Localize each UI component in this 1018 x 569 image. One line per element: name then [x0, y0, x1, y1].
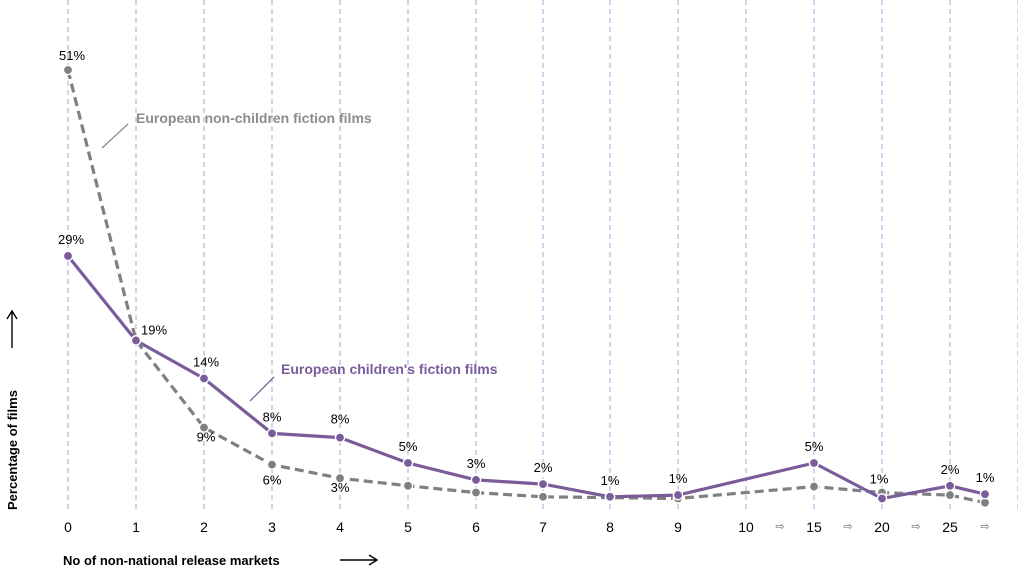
x-tick-label: 9: [674, 519, 682, 535]
x-tick-label: 0: [64, 519, 72, 535]
data-point: [672, 489, 684, 501]
data-point: [334, 432, 346, 443]
data-point: [266, 459, 278, 470]
data-label: 1%: [870, 471, 889, 486]
x-tick-label: 10: [738, 519, 754, 535]
series-lines: [66, 69, 986, 505]
data-point: [604, 491, 616, 503]
y-axis-title-group: Percentage of films: [5, 309, 20, 510]
x-tick-labels: 0 1 2 3 4 5 6 7 8 9 10 ⇨ 15 ⇨ 20 ⇨ 25 ⇨: [64, 519, 990, 535]
data-label: 3%: [331, 480, 350, 495]
annotation-children: European children's fiction films: [281, 361, 498, 377]
data-label: 2%: [534, 460, 553, 475]
data-label: 14%: [193, 354, 219, 369]
y-axis-title: Percentage of films: [5, 390, 20, 510]
x-tick-label: 15: [806, 519, 822, 535]
data-point: [62, 64, 74, 76]
x-tick-label: 8: [606, 519, 614, 535]
grid-lines: [67, 0, 1018, 510]
data-point: [402, 480, 414, 492]
data-point: [198, 373, 210, 384]
data-label: 1%: [601, 473, 620, 488]
data-point: [808, 457, 820, 469]
data-label: 2%: [941, 462, 960, 477]
x-tick-label: ⇨: [775, 520, 784, 533]
x-tick-label: 6: [472, 519, 480, 535]
data-point: [198, 422, 210, 433]
data-label: 1%: [976, 470, 995, 485]
x-tick-label: 7: [539, 519, 547, 535]
data-point: [334, 472, 346, 484]
data-point: [62, 250, 74, 262]
data-label: 51%: [59, 48, 85, 63]
data-label: 5%: [805, 439, 824, 454]
data-point: [808, 481, 820, 492]
x-axis-title: No of non-national release markets: [63, 553, 280, 568]
data-label: 1%: [669, 471, 688, 486]
annotation-non-children: European non-children fiction films: [136, 110, 372, 126]
y-axis-arrowhead-icon: [6, 309, 18, 320]
annotation-connector: [249, 376, 275, 402]
data-point: [402, 457, 414, 469]
data-point: [944, 480, 956, 492]
data-label: 9%: [197, 429, 216, 444]
annotation-connector: [101, 123, 129, 149]
data-point: [266, 428, 278, 439]
data-label: 19%: [141, 322, 167, 337]
x-tick-label: 25: [942, 519, 958, 535]
data-label: 6%: [263, 473, 282, 488]
data-point: [537, 491, 549, 503]
x-tick-label: 2: [200, 519, 208, 535]
data-labels: 51% 29% 19% 14% 9% 8% 6% 8% 3% 5% 3% 2% 1% 1% 5% 1% 2% 1%: [58, 48, 995, 495]
annotation-connectors: [101, 123, 275, 402]
data-label: 3%: [467, 456, 486, 471]
data-point: [537, 478, 549, 490]
data-point: [470, 474, 482, 486]
x-tick-label: 3: [268, 519, 276, 535]
x-tick-label: 20: [874, 519, 890, 535]
data-point: [979, 488, 991, 500]
x-tick-label: 4: [336, 519, 344, 535]
data-point: [470, 487, 482, 498]
x-axis-title-group: No of non-national release markets: [63, 553, 379, 568]
series-line: [66, 254, 986, 501]
x-tick-label: ⇨: [843, 520, 852, 533]
x-tick-label: 1: [132, 519, 140, 535]
data-label: 8%: [263, 409, 282, 424]
x-axis-arrowhead-icon: [368, 554, 379, 566]
data-point: [876, 493, 888, 504]
data-point: [130, 335, 142, 346]
x-tick-label: ⇨: [911, 520, 920, 533]
data-label: 8%: [331, 412, 350, 427]
data-label: 29%: [58, 232, 84, 247]
series-points: [62, 64, 991, 508]
x-tick-label: ⇨: [980, 520, 989, 533]
x-tick-label: 5: [404, 519, 412, 535]
data-label: 5%: [399, 439, 418, 454]
data-point: [944, 489, 956, 501]
